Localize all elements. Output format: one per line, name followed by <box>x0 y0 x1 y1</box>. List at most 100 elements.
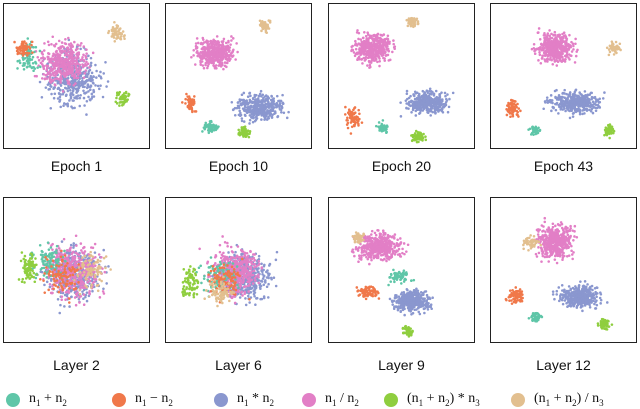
scatter-point-div <box>352 51 356 54</box>
scatter-point-div <box>201 53 205 56</box>
scatter-point-div <box>538 53 542 57</box>
scatter-point-mul <box>585 94 589 97</box>
scatter-point-div <box>375 54 379 58</box>
scatter-point-mul <box>591 100 595 104</box>
scatter-point-div <box>52 44 56 47</box>
scatter-point-mul <box>102 72 106 75</box>
scatter-point-mul <box>246 95 250 98</box>
scatter-point-mul <box>585 107 589 111</box>
scatter-point-add <box>210 124 213 128</box>
scatter-point-div <box>64 291 68 294</box>
scatter-point-mul <box>53 86 56 89</box>
scatter-point-div <box>215 59 219 62</box>
scatter-point-div <box>363 31 366 34</box>
scatter-point-div <box>73 59 77 63</box>
panel-epoch-1 <box>3 3 150 149</box>
scatter-point-div <box>199 63 203 66</box>
scatter-point-div <box>63 74 66 78</box>
scatter-point-mul <box>76 80 80 84</box>
scatter-point-div <box>192 54 195 57</box>
scatter-point-div <box>222 55 226 58</box>
scatter-point-div <box>74 62 77 66</box>
scatter-point-mul <box>90 92 94 96</box>
scatter-point-adddiv <box>264 29 268 32</box>
scatter-point-adddiv <box>618 42 622 46</box>
scatter-point-mul <box>422 99 426 103</box>
scatter-point-mul <box>591 111 595 115</box>
scatter-point-mul <box>96 84 100 88</box>
scatter-point-div <box>53 83 57 86</box>
scatter-point-div <box>574 37 577 41</box>
scatter-point-div <box>77 53 81 56</box>
scatter-point-div <box>50 244 53 247</box>
scatter-point-div <box>229 52 233 55</box>
scatter-point-mul <box>596 106 599 110</box>
scatter-point-mul <box>410 99 413 103</box>
scatter-point-mul <box>253 106 256 110</box>
scatter-point-div <box>211 48 214 52</box>
scatter-point-div <box>378 60 381 63</box>
scatter-point-mul <box>271 113 274 117</box>
scatter-point-mul <box>79 93 82 97</box>
scatter-point-mul <box>415 105 418 109</box>
scatter-point-mul <box>557 103 561 107</box>
scatter-point-sub <box>193 95 196 98</box>
scatter-point-add <box>207 128 211 131</box>
scatter-point-div <box>86 62 90 66</box>
scatter-point-div <box>227 39 230 43</box>
scatter-point-div <box>357 52 360 55</box>
scatter-point-div <box>369 52 372 56</box>
scatter-point-sub <box>15 49 19 53</box>
scatter-point-mul <box>555 102 558 106</box>
scatter-point-sub <box>25 51 29 55</box>
scatter-point-div <box>77 66 81 69</box>
scatter-point-div <box>570 50 574 53</box>
scatter-point-div <box>554 33 557 37</box>
scatter-point-mul <box>39 270 42 274</box>
scatter-point-mul <box>277 99 280 103</box>
scatter-point-div <box>541 47 545 51</box>
scatter-point-addmul <box>248 130 252 133</box>
scatter-point-div <box>552 42 556 46</box>
scatter-point-mul <box>85 79 89 82</box>
scatter-point-div <box>353 54 357 58</box>
scatter-point-add <box>30 58 34 61</box>
scatter-point-mul <box>66 102 69 105</box>
scatter-point-adddiv <box>119 27 122 30</box>
scatter-point-div <box>564 45 568 49</box>
scatter-point-div <box>364 55 368 59</box>
scatter-point-div <box>538 51 541 54</box>
scatter-point-add <box>30 66 34 69</box>
scatter-point-add <box>25 59 29 63</box>
scatter-point-div <box>66 258 69 262</box>
scatter-point-div <box>59 75 63 78</box>
scatter-point-mul <box>88 282 91 285</box>
scatter-point-add <box>25 65 29 69</box>
scatter-point-div <box>55 77 59 80</box>
scatter-point-mul <box>425 99 429 102</box>
scatter-point-mul <box>434 112 437 115</box>
scatter-point-mul <box>555 88 558 92</box>
scatter-point-mul <box>60 240 64 243</box>
scatter-point-mul <box>418 99 421 103</box>
scatter-point-div <box>378 64 381 68</box>
scatter-point-add <box>532 128 535 131</box>
scatter-point-div <box>77 51 81 54</box>
scatter-point-mul <box>73 106 76 110</box>
scatter-point-div <box>227 49 231 52</box>
scatter-point-mul <box>258 92 262 96</box>
scatter-point-mul <box>56 97 60 100</box>
scatter-point-div <box>235 42 238 45</box>
scatter-point-div <box>221 52 225 55</box>
scatter-point-adddiv <box>111 29 114 33</box>
scatter-point-div <box>82 282 86 286</box>
scatter-point-div <box>216 40 220 43</box>
scatter-point-div <box>78 296 81 299</box>
scatter-point-mul <box>280 111 283 114</box>
scatter-point-addmul <box>237 128 240 132</box>
scatter-point-div <box>76 252 79 256</box>
scatter-point-div <box>195 46 199 50</box>
scatter-point-div <box>74 264 78 268</box>
scatter-point-div <box>571 42 575 46</box>
scatter-point-div <box>383 39 387 43</box>
